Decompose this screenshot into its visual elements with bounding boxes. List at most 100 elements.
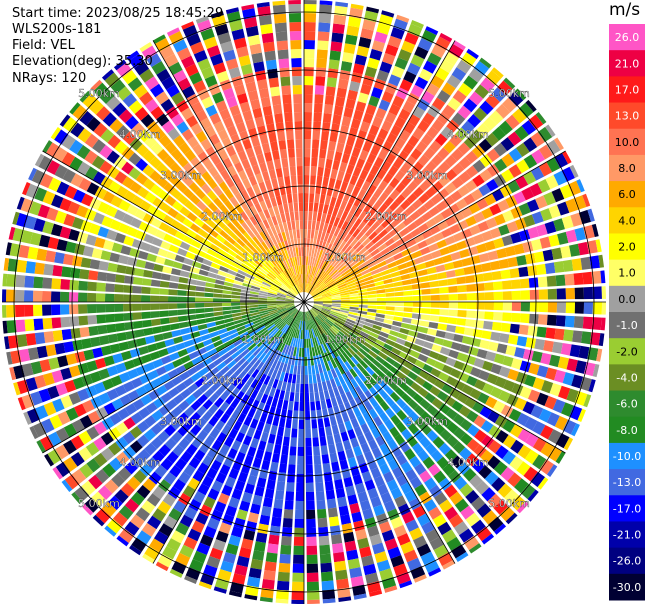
velocity-gate [279,390,286,400]
velocity-gate [223,369,234,380]
velocity-gate [55,382,68,396]
velocity-gate [198,367,209,377]
velocity-gate [330,168,338,179]
colorbar-tick-label: -13.0 [613,476,641,489]
velocity-gate [311,157,318,167]
velocity-gate [257,402,265,413]
velocity-gate [286,139,295,149]
velocity-gate [485,217,498,229]
velocity-gate [146,53,162,68]
velocity-gate [213,62,227,75]
velocity-gate [77,362,90,375]
velocity-gate [47,449,62,465]
velocity-gate [59,114,71,127]
velocity-gate [538,302,548,313]
velocity-gate [392,95,405,108]
velocity-gate [41,418,55,434]
velocity-gate [306,283,310,293]
velocity-gate [126,226,138,238]
velocity-gate [314,267,319,277]
velocity-gate [179,270,190,278]
velocity-gate [329,50,341,61]
velocity-gate [271,314,280,321]
velocity-gate [310,319,316,329]
velocity-gate [357,188,367,200]
velocity-gate [248,156,258,167]
velocity-gate [282,283,290,291]
velocity-gate [338,505,350,516]
velocity-gate [364,431,374,443]
velocity-gate [209,112,222,125]
velocity-gate [150,311,160,319]
velocity-gate [327,370,334,380]
velocity-gate [311,247,315,257]
velocity-gate [172,39,188,53]
velocity-gate [16,196,25,210]
velocity-gate [198,244,210,253]
velocity-gate [78,292,88,302]
velocity-gate [371,87,383,99]
velocity-gate [158,221,170,233]
velocity-gate [231,287,242,292]
velocity-gate [250,285,261,291]
velocity-gate [437,220,449,231]
velocity-gate [306,572,319,582]
velocity-gate [413,174,425,186]
velocity-gate [358,462,369,474]
velocity-gate [185,345,197,354]
velocity-gate [406,355,418,365]
velocity-gate [240,247,250,257]
velocity-gate [545,124,556,138]
velocity-gate [232,459,243,471]
velocity-gate [416,205,428,216]
velocity-gate [394,291,404,297]
velocity-gate [216,361,227,371]
velocity-gate [313,121,322,131]
velocity-gate [204,253,215,262]
velocity-gate [560,342,572,356]
velocity-gate [298,283,302,293]
velocity-gate [284,325,290,335]
velocity-gate [364,450,374,462]
velocity-gate [336,250,344,259]
velocity-gate [596,348,603,362]
velocity-gate [79,268,90,280]
velocity-gate [479,100,494,115]
velocity-gate [452,232,464,242]
velocity-gate [439,32,453,43]
velocity-gate [400,366,411,376]
velocity-gate [144,362,156,372]
velocity-gate [77,128,92,143]
velocity-gate [172,444,185,457]
velocity-gate [38,155,53,171]
velocity-gate [293,347,297,357]
velocity-gate [375,368,386,379]
velocity-gate [295,383,300,393]
velocity-gate [450,251,461,261]
velocity-gate [308,338,312,348]
velocity-gate [15,319,26,333]
velocity-gate [326,280,335,287]
velocity-gate [326,243,333,253]
velocity-gate [28,167,38,181]
velocity-gate [177,348,188,358]
velocity-gate [460,432,473,446]
velocity-gate [345,336,354,345]
velocity-gate [406,193,418,204]
velocity-gate [313,103,323,113]
velocity-gate [254,202,263,213]
velocity-gate [323,242,330,252]
velocity-gate [232,258,243,266]
velocity-gate [297,283,301,293]
velocity-gate [523,137,538,153]
velocity-gate [71,491,83,505]
velocity-gate [284,249,290,260]
velocity-gate [301,311,303,321]
velocity-gate [271,397,279,408]
colorbar-swatch [609,495,645,522]
velocity-gate [416,262,427,271]
velocity-gate [261,142,271,154]
velocity-gate [204,307,214,313]
velocity-gate [358,304,368,309]
velocity-gate [363,253,373,262]
